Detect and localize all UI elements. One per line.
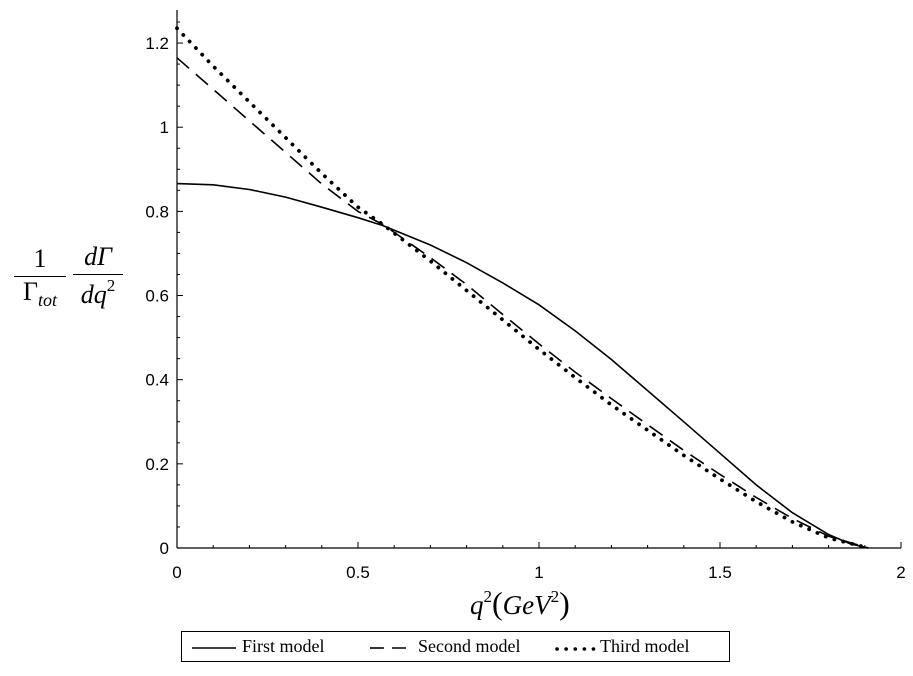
y-label-right-bar <box>73 274 123 275</box>
x-tick-label: 0 <box>172 563 181 582</box>
legend: First model Second model Third model <box>181 631 730 662</box>
x-label-q: q <box>470 590 484 620</box>
x-label-q-exponent: 2 <box>483 587 493 606</box>
y-label-left-numerator: 1 <box>33 244 47 273</box>
legend-label-second-model: Second model <box>418 636 521 656</box>
y-label-left-denominator: Γtot <box>22 277 58 310</box>
y-label-left-bar <box>14 276 66 277</box>
x-label-open-paren: ( <box>492 585 503 621</box>
series-line-first-model <box>176 182 869 549</box>
series-line-second-model <box>176 57 869 549</box>
y-tick-label: 1 <box>160 118 169 137</box>
x-label-unit: GeV <box>502 590 551 620</box>
y-tick-label: 0.6 <box>145 287 169 306</box>
x-label-close-paren: ) <box>559 585 570 621</box>
x-tick-label: 0.5 <box>346 563 370 582</box>
x-axis-label: q2(GeV2) <box>470 585 570 622</box>
legend-swatch-dashed <box>370 647 414 649</box>
x-label-unit-exponent: 2 <box>550 587 560 606</box>
y-tick-label: 0 <box>160 539 169 558</box>
x-tick-label: 1 <box>534 563 543 582</box>
y-tick-label: 0.4 <box>145 371 169 390</box>
legend-swatch-dotted <box>555 647 599 651</box>
y-label-right-fraction: dΓ dq2 <box>73 244 123 308</box>
x-tick-label: 2 <box>896 563 905 582</box>
legend-swatch-solid <box>192 647 236 649</box>
legend-label-first-model: First model <box>242 636 325 656</box>
legend-label-third-model: Third model <box>600 636 690 656</box>
y-label-left-fraction: 1 Γtot <box>14 246 66 309</box>
y-label-right-denominator-exponent: 2 <box>106 276 116 295</box>
y-label-left-denominator-subscript: tot <box>38 290 58 310</box>
y-tick-label: 0.2 <box>145 455 169 474</box>
y-label-right-numerator: dΓ <box>84 242 112 271</box>
series-line-third-model <box>175 26 871 550</box>
y-tick-label: 0.8 <box>145 202 169 221</box>
y-tick-label: 1.2 <box>145 34 169 53</box>
y-label-right-denominator: dq2 <box>80 276 116 309</box>
x-tick-label: 1.5 <box>708 563 732 582</box>
